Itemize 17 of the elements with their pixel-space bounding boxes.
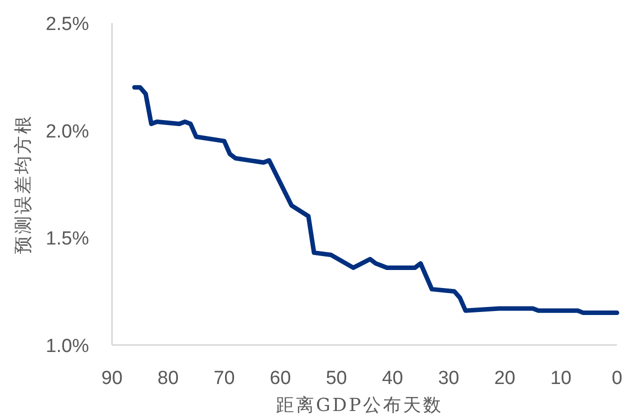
x-tick-label: 40 — [382, 368, 404, 389]
y-tick-label: 1.5% — [46, 228, 90, 250]
y-tick-label: 1.0% — [46, 336, 90, 357]
y-tick-label: 2.0% — [46, 121, 90, 142]
x-tick-label: 90 — [101, 368, 123, 389]
y-tick-label: 2.5% — [46, 14, 90, 35]
x-tick-label: 0 — [612, 368, 622, 389]
x-tick-label: 70 — [214, 368, 235, 389]
x-tick-label: 80 — [158, 368, 179, 389]
line-series — [132, 85, 620, 316]
x-tick-label: 20 — [494, 368, 516, 389]
x-axis-title: 距离GDP公布天数 — [276, 395, 443, 414]
x-tick-label: 10 — [550, 368, 572, 389]
x-tick-label: 60 — [270, 368, 291, 389]
y-axis-title: 预测误差均方根 — [13, 114, 34, 254]
x-tick-label: 50 — [326, 368, 348, 389]
x-tick-label: 30 — [438, 368, 460, 389]
